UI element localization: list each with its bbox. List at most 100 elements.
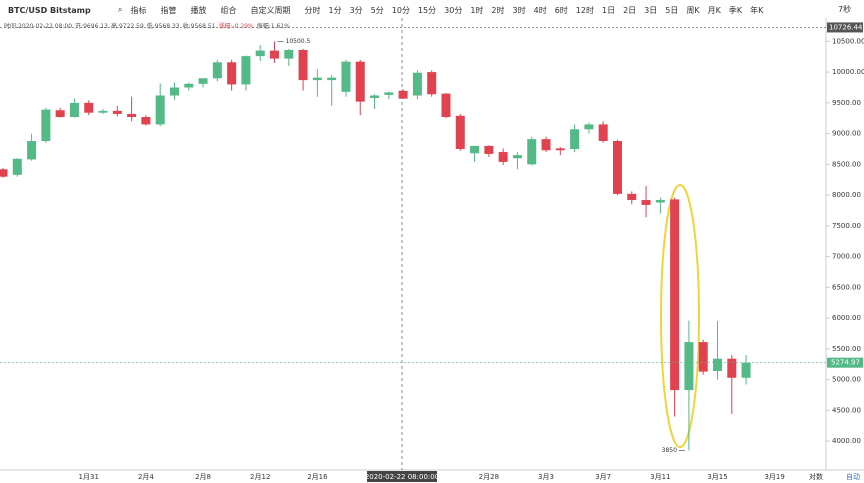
candle-body xyxy=(384,92,394,95)
candle-body xyxy=(584,124,594,130)
period-button[interactable]: 3分 xyxy=(349,5,363,15)
y-tick-label: 8500.00 xyxy=(832,160,861,168)
candle-body xyxy=(327,77,337,81)
candle-body xyxy=(355,61,365,102)
candle-body xyxy=(241,56,251,85)
candle-body xyxy=(98,110,108,113)
x-tick-label: 2月12 xyxy=(250,473,270,481)
candle-body xyxy=(713,358,722,371)
candle-body xyxy=(169,87,179,96)
candle-body xyxy=(212,62,222,79)
candle-body xyxy=(512,155,522,159)
y-tick-label: 6500.00 xyxy=(832,283,861,291)
period-button[interactable]: 10分 xyxy=(391,5,410,15)
info-item: 开:9696.13 xyxy=(75,22,108,30)
search-icon[interactable]: ⌕ xyxy=(118,5,123,14)
low-annotation: 3850 xyxy=(662,447,677,454)
x-tick-label: 3月3 xyxy=(538,473,554,481)
candle-body xyxy=(612,140,622,194)
y-tick-label: 8000.00 xyxy=(832,191,861,199)
period-button[interactable]: 5日 xyxy=(665,5,679,15)
candle-body xyxy=(312,77,322,81)
period-button[interactable]: 分时 xyxy=(304,5,321,15)
candle-body xyxy=(484,145,494,154)
tool-button[interactable]: 组合 xyxy=(220,5,237,15)
candle-body xyxy=(69,102,79,118)
info-item: 振幅:1.61% xyxy=(256,22,290,30)
info-item: 时间:2020-02-22 08:00 xyxy=(4,22,73,30)
period-button[interactable]: 1日 xyxy=(601,5,616,15)
x-tick-label: 2月4 xyxy=(138,473,154,481)
x-tick-label: 3月11 xyxy=(650,473,670,481)
period-button[interactable]: 12时 xyxy=(575,5,594,15)
period-button[interactable]: 1时 xyxy=(470,5,484,15)
x-tick-label: 3月7 xyxy=(595,473,611,481)
candle-body xyxy=(370,95,380,98)
y-tick-label: 6000.00 xyxy=(832,314,861,322)
tools: 指标 指管 播放 组合 自定义周期 xyxy=(130,5,290,16)
period-button[interactable]: 3时 xyxy=(512,5,526,15)
footer-item[interactable]: 对数 xyxy=(809,472,823,481)
highlight-ellipse xyxy=(660,184,700,448)
y-tick-label: 7000.00 xyxy=(832,253,861,261)
tool-button[interactable]: 播放 xyxy=(190,5,207,15)
timer: 7秒 xyxy=(838,5,852,14)
candle-body xyxy=(155,95,165,125)
y-tick-label: 9500.00 xyxy=(832,99,861,107)
reference-tag-label: 10726.44 xyxy=(829,23,863,31)
period-button[interactable]: 2时 xyxy=(491,5,505,15)
candle-body xyxy=(298,49,308,81)
tool-button[interactable]: 指标 xyxy=(130,5,147,15)
candle-body xyxy=(698,342,708,372)
period-button[interactable]: 30分 xyxy=(444,5,463,15)
period-button[interactable]: 周K xyxy=(686,5,700,15)
period-button[interactable]: 年K xyxy=(750,5,764,15)
y-tick-label: 5000.00 xyxy=(832,376,861,384)
candle-body xyxy=(570,129,580,149)
candle-body xyxy=(412,72,422,96)
current-price-label: 5274.97 xyxy=(831,359,860,367)
candle-body xyxy=(141,117,151,125)
candle-body xyxy=(555,148,565,151)
period-button[interactable]: 15分 xyxy=(417,5,437,15)
candle-body xyxy=(684,342,694,391)
candle-body xyxy=(655,200,665,203)
toolbar: BTC/USD Bitstamp ⌕ 指标 指管 播放 组合 自定义周期 分时 1分 3分 5… xyxy=(0,4,763,16)
y-tick-label: 10500.00 xyxy=(832,37,864,45)
current-price-tag xyxy=(827,357,863,368)
candle-body xyxy=(270,50,280,59)
crosshair-label: 2020-02-22 08:00:00 xyxy=(365,473,439,481)
candle-body xyxy=(398,90,408,99)
info-item: 涨幅:-0.29% xyxy=(218,22,254,30)
y-tick-label: 9000.00 xyxy=(832,130,861,138)
period-button[interactable]: 6时 xyxy=(554,5,568,15)
period-button[interactable]: 2日 xyxy=(623,5,637,15)
candle-body xyxy=(427,72,437,95)
period-button[interactable]: 4时 xyxy=(533,5,547,15)
candle-body xyxy=(41,109,51,141)
candle-body xyxy=(284,49,294,59)
period-button[interactable]: 季K xyxy=(728,5,743,15)
period-button[interactable]: 5分 xyxy=(370,5,384,15)
footer-item[interactable]: 自动 xyxy=(846,472,860,481)
period-button[interactable]: 1分 xyxy=(328,5,342,15)
period-button[interactable]: 月K xyxy=(707,5,721,15)
y-tick-label: 7500.00 xyxy=(832,222,861,230)
tool-button[interactable]: 自定义周期 xyxy=(250,5,291,15)
info-item: 高:9722.59 xyxy=(110,22,144,30)
candle-body xyxy=(255,50,265,57)
crosshair-tag xyxy=(367,471,437,482)
symbol: BTC/USD Bitstamp xyxy=(8,5,91,15)
high-annotation: 10500.5 xyxy=(286,38,311,45)
y-tick-label: 5500.00 xyxy=(832,345,861,353)
candle-body xyxy=(741,362,751,378)
candle-body xyxy=(541,139,551,151)
tool-button[interactable]: 指管 xyxy=(160,5,177,15)
candle-body xyxy=(198,78,208,84)
period-button[interactable]: 3日 xyxy=(644,5,658,15)
candle-body xyxy=(498,152,508,162)
candle-body xyxy=(470,145,480,154)
candle-body xyxy=(184,83,194,88)
